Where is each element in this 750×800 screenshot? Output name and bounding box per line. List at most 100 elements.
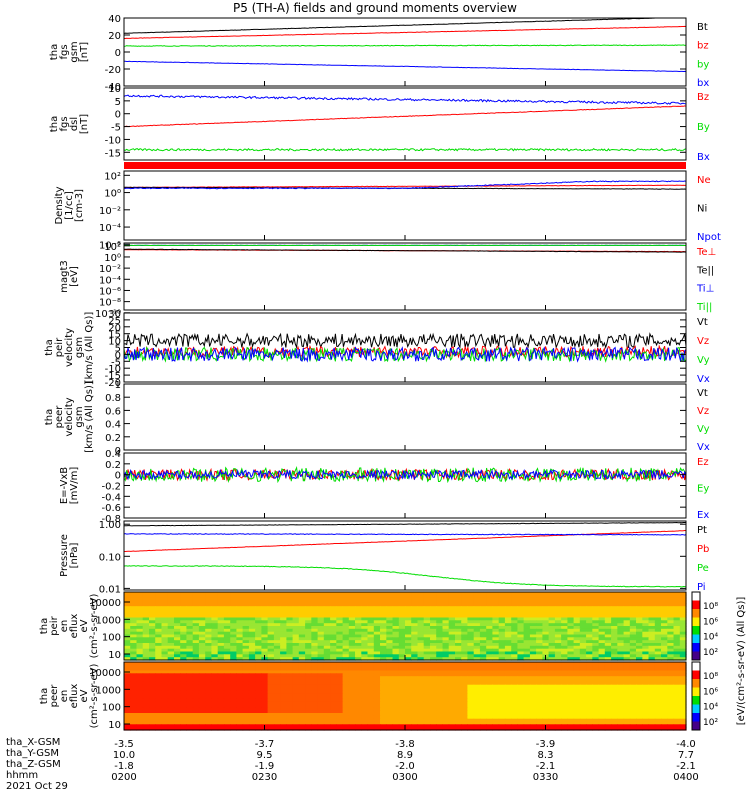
panel-peer-eflux-cell <box>236 684 244 689</box>
panel-peer-eflux-cell <box>423 667 431 672</box>
panel-peir-eflux-cell <box>573 606 581 610</box>
panel-peir-eflux-cell <box>517 606 525 610</box>
panel-peir-eflux-cell <box>629 631 637 636</box>
panel-peir-eflux-cell <box>167 592 175 596</box>
panel-peir-eflux-cell <box>617 626 625 630</box>
panel-peer-eflux-cell <box>373 704 381 708</box>
panel-peir-eflux-cell <box>398 623 406 627</box>
panel-peer-eflux-cell <box>579 693 587 697</box>
panel-peer-eflux-cell <box>467 713 475 717</box>
panel-peer-eflux-cell <box>417 724 425 728</box>
panel-peir-eflux-cell <box>336 594 344 599</box>
panel-peer-eflux-cell <box>405 724 412 728</box>
panel-peir-eflux-cell <box>286 626 294 630</box>
panel-peer-eflux-cell <box>436 724 443 728</box>
panel-peir-eflux-cell <box>242 631 250 636</box>
panel-peer-eflux-cell <box>280 687 287 691</box>
panel-peer-eflux-cell <box>436 713 443 717</box>
panel-fgs-gsm-legend-Bt: Bt <box>697 22 708 33</box>
panel-peir-eflux-cell <box>230 620 237 624</box>
panel-peer-eflux-cell <box>330 718 337 723</box>
panel-peir-eflux-cell <box>579 640 587 644</box>
panel-peir-eflux-cell <box>417 611 425 616</box>
panel-peir-eflux-cell <box>330 609 337 613</box>
panel-peer-eflux-cell <box>392 707 400 711</box>
panel-peir-eflux-cell <box>330 623 337 627</box>
panel-peir-eflux-cell <box>130 631 137 636</box>
panel-peir-eflux-cell <box>255 620 262 624</box>
panel-peir-eflux-cell <box>417 597 425 602</box>
panel-peir-eflux-cell <box>142 594 150 599</box>
panel-peer-eflux-cell <box>629 718 637 723</box>
panel-peir-eflux-cell <box>654 628 662 633</box>
panel-peir-eflux-cell <box>167 609 175 613</box>
panel-peer-eflux-cell <box>167 679 175 683</box>
panel-peir-eflux-cell <box>667 643 675 647</box>
panel-peir-eflux-cell <box>130 614 137 619</box>
panel-peir-eflux-cell <box>261 645 269 650</box>
panel-peir-eflux-cell <box>292 600 300 604</box>
panel-peir-eflux-cell <box>504 643 512 647</box>
panel-peir-eflux-cell <box>292 643 300 647</box>
panel-peir-eflux-cell <box>124 611 131 616</box>
panel-peer-eflux-cell <box>579 698 587 703</box>
panel-peer-eflux-cell <box>417 676 425 680</box>
panel-peir-eflux-cell <box>142 637 150 641</box>
panel-peer-eflux-cell <box>461 667 468 672</box>
panel-peir-eflux-ylabel-line: peir <box>49 615 60 635</box>
panel-peir-eflux-cell <box>149 640 156 644</box>
panel-peer-eflux-cell <box>573 713 581 717</box>
panel-peir-eflux-cell <box>149 651 156 655</box>
panel-peir-eflux-cell <box>167 645 175 650</box>
panel-peir-eflux-cell <box>523 620 531 624</box>
panel-peir-eflux-cell <box>648 645 656 650</box>
panel-peer-eflux-cell <box>417 681 425 686</box>
panel-peir-eflux-cell <box>623 614 631 619</box>
panel-peir-eflux-cell <box>130 611 137 616</box>
panel-peer-eflux-cell <box>461 710 468 714</box>
panel-peer-eflux-cell <box>467 667 475 672</box>
panel-peer-eflux-cell <box>348 704 356 708</box>
panel-peer-eflux-cell <box>392 727 400 731</box>
panel-peir-eflux-cell <box>479 634 487 638</box>
panel-peir-eflux-cell <box>648 626 656 630</box>
panel-peer-eflux-cell <box>430 727 437 731</box>
panel-peir-eflux-cell <box>642 640 650 644</box>
panel-peir-eflux-cell <box>604 634 612 638</box>
panel-peer-eflux-cell <box>180 684 187 689</box>
panel-peer-eflux-cell <box>448 676 456 680</box>
panel-peir-eflux-cell <box>473 657 481 661</box>
panel-peer-eflux-cell <box>642 690 650 694</box>
panel-peir-eflux-cell <box>205 626 212 630</box>
panel-peer-eflux-cell <box>554 721 562 725</box>
panel-peir-eflux-cell <box>398 626 406 630</box>
panel-peer-eflux-cell <box>554 710 562 714</box>
panel-peir-eflux-cell <box>405 600 412 604</box>
panel-peer-eflux-cell <box>392 670 400 674</box>
panel-peer-eflux-cell <box>255 698 262 703</box>
panel-peir-eflux-cell <box>223 623 231 627</box>
panel-peir-eflux-cell <box>586 617 593 621</box>
panel-peir-eflux-cell <box>323 614 331 619</box>
panel-peir-eflux-cell <box>223 611 231 616</box>
panel-peir-eflux-cell <box>423 611 431 616</box>
panel-peer-eflux-cell <box>342 679 350 683</box>
panel-peer-eflux-cell <box>124 693 131 697</box>
panel-peer-eflux-cell <box>223 679 231 683</box>
panel-peer-eflux-cell <box>342 715 350 720</box>
panel-peir-eflux-cell <box>267 626 275 630</box>
panel-peer-eflux-cell <box>442 698 450 703</box>
panel-peer-eflux-cell <box>654 670 662 674</box>
panel-peir-eflux-cell <box>411 637 418 641</box>
panel-peir-eflux-cell <box>149 611 156 616</box>
panel-peer-eflux-cell <box>611 690 618 694</box>
panel-peer-eflux-cell <box>255 724 262 728</box>
panel-peir-eflux-cell <box>124 623 131 627</box>
panel-peer-eflux-cell <box>292 724 300 728</box>
panel-peer-eflux-cell <box>667 710 675 714</box>
panel-peer-eflux-cell <box>592 664 600 669</box>
panel-peer-eflux-cell <box>261 707 269 711</box>
panel-peer-eflux-cell <box>192 721 200 725</box>
panel-peir-eflux-cell <box>442 651 450 655</box>
panel-peir-eflux-cell <box>286 617 294 621</box>
